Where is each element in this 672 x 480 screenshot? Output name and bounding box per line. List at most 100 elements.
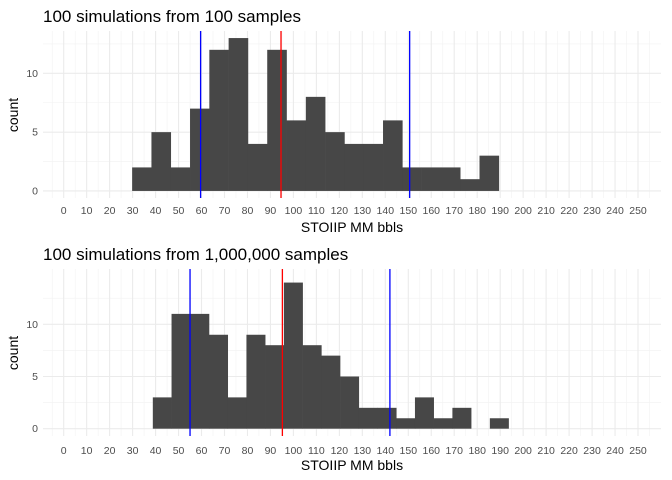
histogram-bar-2-11 bbox=[340, 376, 360, 429]
histogram-bar-1-8 bbox=[267, 49, 287, 191]
x-tick-label: 120 bbox=[331, 205, 349, 217]
histogram-bar-1-2 bbox=[151, 132, 172, 191]
histogram-bar-1-15 bbox=[402, 167, 422, 191]
x-tick-label: 0 bbox=[61, 445, 67, 457]
chart-title-bottom: 100 simulations from 1,000,000 samples bbox=[43, 245, 349, 264]
histogram-bar-2-10 bbox=[321, 355, 341, 429]
histogram-bar-2-19 bbox=[489, 418, 509, 429]
y-tick-label: 10 bbox=[26, 319, 38, 331]
x-tick-label: 210 bbox=[537, 205, 555, 217]
histogram-bar-2-6 bbox=[246, 334, 266, 429]
histogram-bar-1-10 bbox=[305, 96, 326, 191]
x-tick-label: 170 bbox=[445, 205, 463, 217]
histogram-bar-2-1 bbox=[152, 397, 172, 429]
histogram-bar-2-16 bbox=[433, 418, 453, 429]
x-tick-label: 140 bbox=[377, 205, 395, 217]
histogram-bar-1-5 bbox=[209, 49, 229, 191]
x-tick-label: 180 bbox=[468, 445, 486, 457]
x-tick-label: 210 bbox=[537, 445, 555, 457]
histogram-bar-1-1 bbox=[132, 167, 152, 191]
y-tick-label: 0 bbox=[32, 423, 38, 435]
y-tick-label: 5 bbox=[32, 371, 38, 383]
x-tick-label: 160 bbox=[422, 445, 440, 457]
histogram-bar-2-12 bbox=[358, 407, 378, 429]
histogram-bar-2-8 bbox=[283, 282, 303, 429]
x-tick-label: 190 bbox=[491, 445, 509, 457]
x-tick-label: 50 bbox=[173, 445, 185, 457]
x-tick-label: 20 bbox=[104, 445, 116, 457]
y-tick-label: 0 bbox=[32, 185, 38, 197]
histogram-bar-1-17 bbox=[440, 167, 461, 191]
x-tick-label: 70 bbox=[219, 205, 231, 217]
histogram-bar-2-9 bbox=[302, 345, 322, 429]
histogram-bar-1-19 bbox=[479, 155, 500, 191]
histogram-bar-2-13 bbox=[377, 407, 397, 429]
x-tick-label: 120 bbox=[331, 445, 349, 457]
x-tick-label: 150 bbox=[400, 205, 418, 217]
histogram-bar-1-4 bbox=[190, 108, 210, 191]
histogram-bar-1-12 bbox=[344, 143, 365, 191]
x-axis-title: STOIIP MM bbls bbox=[301, 219, 403, 235]
histogram-bar-2-7 bbox=[265, 345, 285, 429]
histogram-bar-1-14 bbox=[383, 120, 403, 191]
x-tick-label: 100 bbox=[285, 205, 303, 217]
histogram-bar-1-7 bbox=[247, 143, 268, 191]
y-axis-title: count bbox=[5, 336, 21, 370]
x-tick-label: 230 bbox=[583, 205, 601, 217]
x-tick-label: 130 bbox=[354, 445, 372, 457]
x-tick-label: 220 bbox=[560, 445, 578, 457]
x-tick-label: 200 bbox=[514, 205, 532, 217]
x-tick-label: 220 bbox=[560, 205, 578, 217]
x-tick-label: 30 bbox=[127, 445, 139, 457]
x-tick-label: 130 bbox=[354, 205, 372, 217]
histogram-bar-2-15 bbox=[414, 397, 434, 429]
histogram-bar-1-3 bbox=[170, 167, 191, 191]
x-tick-label: 40 bbox=[150, 445, 162, 457]
x-tick-label: 200 bbox=[514, 445, 532, 457]
x-tick-label: 240 bbox=[606, 205, 624, 217]
histogram-bar-1-6 bbox=[228, 38, 249, 191]
x-tick-label: 50 bbox=[173, 205, 185, 217]
x-tick-label: 150 bbox=[400, 445, 418, 457]
x-tick-label: 250 bbox=[629, 205, 647, 217]
x-tick-label: 80 bbox=[242, 445, 254, 457]
histogram-bar-2-5 bbox=[227, 397, 247, 429]
x-tick-label: 250 bbox=[629, 445, 647, 457]
chart-title-top: 100 simulations from 100 samples bbox=[43, 7, 301, 26]
x-tick-label: 190 bbox=[491, 205, 509, 217]
y-tick-label: 5 bbox=[32, 127, 38, 139]
histogram-bar-1-16 bbox=[421, 167, 442, 191]
x-tick-label: 60 bbox=[196, 445, 208, 457]
histogram-bar-1-11 bbox=[325, 132, 345, 191]
x-tick-label: 230 bbox=[583, 445, 601, 457]
x-tick-label: 80 bbox=[242, 205, 254, 217]
x-tick-label: 0 bbox=[61, 205, 67, 217]
x-tick-label: 90 bbox=[265, 205, 277, 217]
x-tick-label: 30 bbox=[127, 205, 139, 217]
histogram-bar-1-13 bbox=[363, 143, 384, 191]
histogram-bar-2-3 bbox=[190, 313, 210, 429]
x-tick-label: 240 bbox=[606, 445, 624, 457]
histogram-bar-2-4 bbox=[208, 334, 229, 429]
x-tick-label: 60 bbox=[196, 205, 208, 217]
x-tick-label: 70 bbox=[219, 445, 231, 457]
y-tick-label: 10 bbox=[26, 68, 38, 80]
histogram-bar-1-9 bbox=[286, 120, 307, 191]
x-tick-label: 40 bbox=[150, 205, 162, 217]
y-axis-title: count bbox=[5, 98, 21, 132]
x-tick-label: 180 bbox=[468, 205, 486, 217]
x-axis-title: STOIIP MM bbls bbox=[301, 457, 403, 473]
x-tick-label: 10 bbox=[81, 205, 93, 217]
histogram-bar-2-17 bbox=[452, 407, 472, 429]
x-tick-label: 160 bbox=[422, 205, 440, 217]
x-tick-label: 110 bbox=[308, 205, 325, 217]
x-tick-label: 90 bbox=[265, 445, 277, 457]
x-tick-label: 110 bbox=[308, 445, 325, 457]
x-tick-label: 20 bbox=[104, 205, 116, 217]
histogram-bar-2-14 bbox=[396, 418, 416, 429]
x-tick-label: 10 bbox=[81, 445, 93, 457]
x-tick-label: 170 bbox=[445, 445, 463, 457]
x-tick-label: 140 bbox=[377, 445, 395, 457]
histogram-bar-2-2 bbox=[171, 313, 191, 429]
